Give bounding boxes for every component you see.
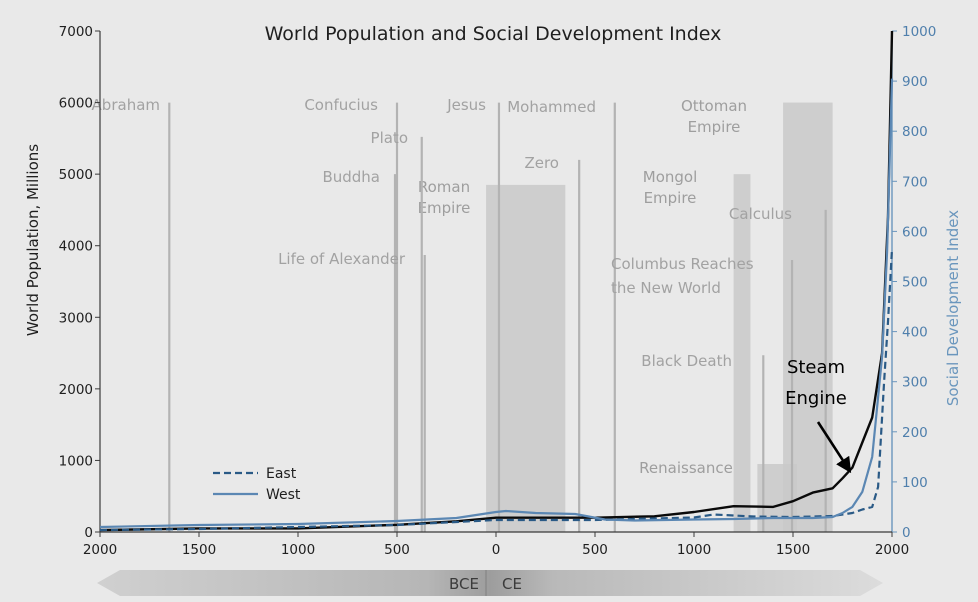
x-tick-label-1000: 1000 — [677, 542, 711, 558]
y-axis-left-label: World Population, Millions — [24, 144, 42, 336]
x-tick-label--2000: 2000 — [83, 542, 117, 558]
event-label-plato: Plato — [371, 129, 408, 147]
period-label2-ottoman: Empire — [688, 118, 741, 136]
steam-engine-annotation: Steam Engine — [785, 357, 852, 474]
y-left-tick-label-3000: 3000 — [59, 310, 93, 326]
era-bar-arrow — [97, 570, 883, 596]
y-right-tick-label-500: 500 — [902, 275, 928, 291]
y-right-tick-label-200: 200 — [902, 425, 928, 441]
y-right-tick-label-1000: 1000 — [902, 24, 936, 40]
x-tick-label-500: 500 — [582, 542, 608, 558]
y-right-tick-label-900: 900 — [902, 74, 928, 90]
legend-west-label: West — [266, 487, 301, 503]
x-tick-label-0: 0 — [492, 542, 501, 558]
event-label-confucius: Confucius — [304, 96, 378, 114]
y-left-tick-label-4000: 4000 — [59, 239, 93, 255]
y-left-tick-label-5000: 5000 — [59, 167, 93, 183]
period-label-roman: Roman — [418, 178, 470, 196]
series-line-east — [99, 248, 894, 532]
period-label-mongol: Mongol — [643, 168, 698, 186]
period-label2-mongol: Empire — [644, 189, 697, 207]
event-label-black-death: Black Death — [641, 352, 732, 370]
period-blocks: Roman Empire Mongol Empire Ottoman Empire Rena… — [418, 97, 833, 533]
event-label-mohammed: Mohammed — [507, 98, 596, 116]
x-tick-label--1000: 1000 — [281, 542, 315, 558]
event-label-jesus: Jesus — [446, 96, 486, 114]
y-right-tick-label-700: 700 — [902, 174, 928, 190]
period-label-ottoman: Ottoman — [681, 97, 747, 115]
era-bar: BCE CE — [97, 570, 883, 596]
annotation-text-line2: Engine — [785, 388, 847, 409]
period-label-renaissance: Renaissance — [639, 459, 733, 477]
y-left-tick-label-6000: 6000 — [59, 96, 93, 112]
y-right-tick-label-400: 400 — [902, 325, 928, 341]
axes: 0100020003000400050006000700001002003004… — [59, 24, 937, 558]
x-tick-label-2000: 2000 — [875, 542, 909, 558]
y-right-tick-label-600: 600 — [902, 224, 928, 240]
annotation-text-line1: Steam — [787, 357, 845, 378]
x-tick-label--500: 500 — [384, 542, 410, 558]
period-label2-roman: Empire — [418, 199, 471, 217]
event-label-calculus: Calculus — [729, 205, 792, 223]
event-label-life-of-alexander: Life of Alexander — [278, 250, 406, 268]
legend-east-label: East — [266, 466, 297, 482]
data-series — [99, 30, 894, 532]
x-tick-label--1500: 1500 — [182, 542, 216, 558]
era-bce-label: BCE — [449, 575, 479, 593]
event-label-buddha: Buddha — [322, 168, 380, 186]
era-ce-label: CE — [502, 575, 522, 593]
y-right-tick-label-0: 0 — [902, 525, 911, 541]
event-label-columbus-reaches: Columbus Reaches — [611, 255, 754, 273]
event-lines: Abraham Confucius Plato Buddha Life of Alexa… — [92, 96, 827, 532]
y-left-tick-label-2000: 2000 — [59, 382, 93, 398]
series-line-west — [99, 78, 894, 529]
event-label-zero: Zero — [524, 154, 559, 172]
y-axis-right-label: Social Development Index — [944, 210, 962, 406]
chart-title: World Population and Social Development … — [265, 23, 722, 45]
period-block-mongol — [733, 174, 751, 532]
series-line-world-population — [99, 30, 894, 532]
y-right-tick-label-800: 800 — [902, 124, 928, 140]
y-left-tick-label-7000: 7000 — [59, 24, 93, 40]
y-right-tick-label-100: 100 — [902, 475, 928, 491]
y-left-tick-label-1000: 1000 — [59, 453, 93, 469]
y-left-tick-label-0: 0 — [84, 525, 93, 541]
y-right-tick-label-300: 300 — [902, 375, 928, 391]
x-tick-label-1500: 1500 — [776, 542, 810, 558]
event-label-abraham: Abraham — [92, 96, 160, 114]
annotation-arrow — [816, 421, 852, 474]
event-label2-columbus-reaches: the New World — [611, 279, 721, 297]
legend: East West — [213, 466, 301, 503]
